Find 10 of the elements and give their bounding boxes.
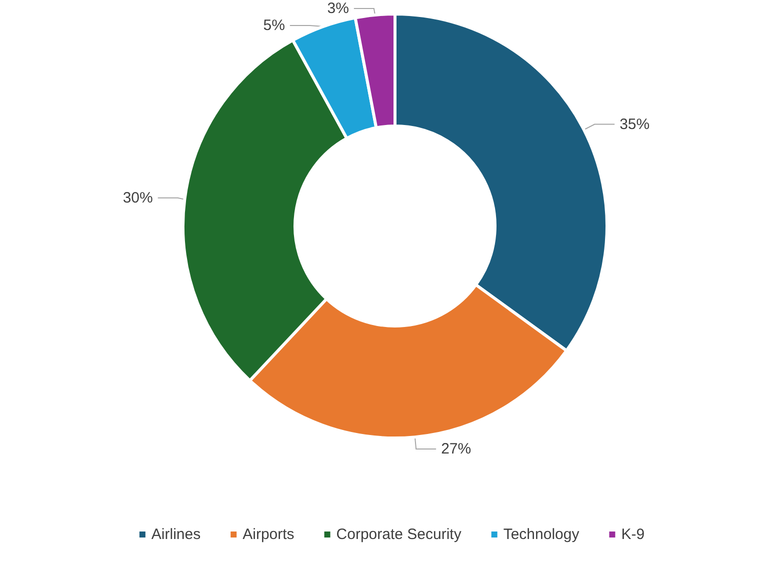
legend-label: Airports: [242, 526, 294, 543]
data-label: 3%: [327, 0, 349, 17]
data-label: 5%: [263, 17, 285, 34]
legend-label: Airlines: [151, 526, 201, 543]
data-label: 27%: [441, 440, 472, 458]
legend-label: Technology: [503, 526, 580, 543]
legend-label: K-9: [621, 526, 645, 543]
legend-label: Corporate Security: [336, 526, 462, 543]
data-label: 30%: [122, 189, 153, 206]
data-label: 35%: [620, 116, 650, 133]
